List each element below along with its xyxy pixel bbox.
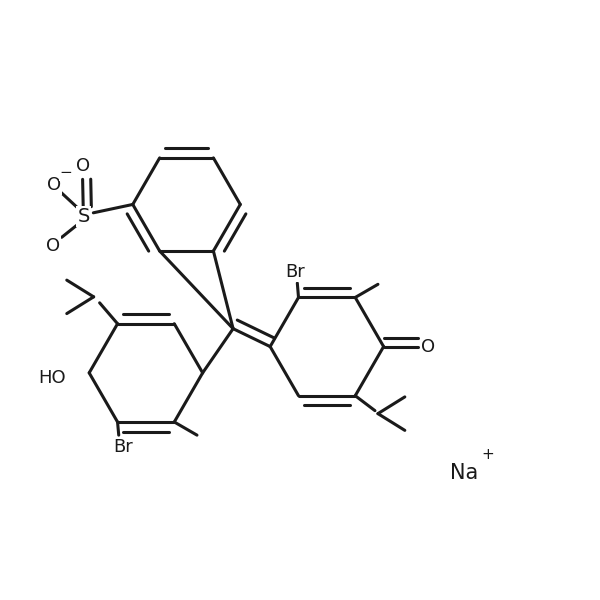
Text: HO: HO	[38, 368, 66, 386]
Text: O: O	[47, 176, 61, 194]
Text: O: O	[46, 237, 60, 255]
Text: +: +	[482, 446, 494, 461]
Text: O: O	[421, 338, 436, 356]
Text: O: O	[76, 157, 89, 175]
Text: Br: Br	[113, 438, 133, 456]
Text: Na: Na	[450, 463, 478, 483]
Text: Br: Br	[286, 263, 305, 281]
Text: S: S	[77, 207, 90, 226]
Text: −: −	[59, 164, 72, 179]
